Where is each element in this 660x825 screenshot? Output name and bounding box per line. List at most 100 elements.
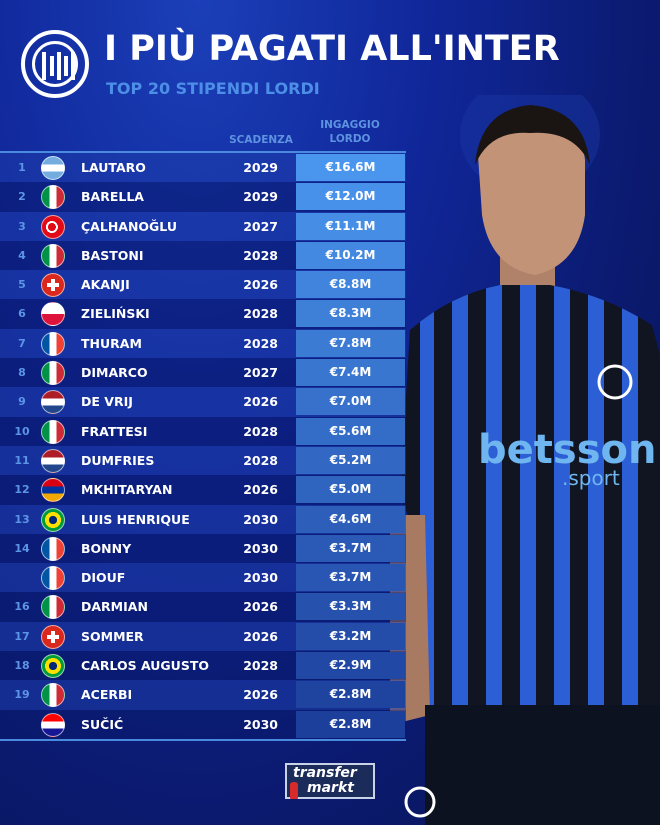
table-row: 3 ÇALHANOĞLU 2027 €11.1M [0, 211, 406, 241]
flag-italy-icon [41, 419, 65, 444]
flag-argentina-icon [41, 156, 65, 180]
player-name: THURAM [81, 335, 142, 351]
contract-expiry: 2026 [243, 394, 278, 410]
flag-italy-icon [41, 595, 65, 620]
flag-brazil-icon [41, 507, 65, 532]
table-row: 19 ACERBI 2026 €2.8M [0, 680, 406, 710]
flag-switzerland-icon [41, 624, 65, 649]
table-row: 6 ZIELIŃSKI 2028 €8.3M [0, 299, 406, 329]
sponsor-subtext: .sport [562, 466, 620, 490]
sponsor-text: betsson [478, 427, 656, 473]
rank: 7 [18, 336, 26, 350]
rank: 18 [14, 659, 30, 673]
player-name: LUIS HENRIQUE [81, 511, 190, 527]
page-title: I PIÙ PAGATI ALL'INTER [104, 29, 560, 69]
flag-croatia-icon [41, 712, 65, 737]
contract-expiry: 2026 [243, 277, 278, 293]
rank: 16 [14, 600, 30, 614]
contract-expiry: 2030 [243, 511, 278, 527]
gross-salary: €5.6M [296, 417, 405, 445]
rank: 12 [14, 483, 30, 497]
table-row: 17 SOMMER 2026 €3.2M [0, 621, 406, 652]
gross-salary: €7.0M [296, 388, 405, 416]
transfermarkt-logo: transfer markt [285, 763, 375, 799]
gross-salary: €16.6M [296, 154, 405, 181]
flag-italy-icon [41, 361, 65, 386]
contract-expiry: 2026 [243, 599, 278, 615]
gross-salary: €5.0M [296, 476, 405, 504]
player-name: DUMFRIES [81, 452, 155, 468]
contract-expiry: 2027 [243, 365, 278, 381]
flag-turkey-icon [41, 214, 65, 239]
table-row: 9 DE VRIJ 2026 €7.0M [0, 387, 406, 417]
rank: 11 [14, 453, 30, 467]
contract-expiry: 2028 [243, 306, 278, 322]
player-name: BASTONI [81, 247, 144, 263]
inter-logo [21, 30, 89, 98]
table-row: 16 DARMIAN 2026 €3.3M [0, 592, 406, 622]
gross-salary: €2.8M [296, 681, 405, 709]
contract-expiry: 2030 [243, 540, 278, 556]
flag-poland-icon [41, 302, 65, 327]
column-header-expiry: SCADENZA [229, 134, 293, 146]
table-row: 2 BARELLA 2029 €12.0M [0, 182, 406, 212]
flag-switzerland-icon [41, 273, 65, 298]
gross-salary: €3.3M [296, 593, 405, 621]
table-row: 5 AKANJI 2026 €8.8M [0, 270, 406, 300]
salary-header-line1: INGAGGIO [320, 119, 380, 131]
player-name: DIMARCO [81, 365, 148, 381]
flag-france-icon [41, 331, 65, 356]
player-name: FRATTESI [81, 423, 148, 439]
player-name: BARELLA [81, 189, 144, 205]
player-name: ÇALHANOĞLU [81, 218, 177, 234]
player-name: ZIELIŃSKI [81, 306, 150, 322]
flag-italy-icon [41, 683, 65, 708]
player-name: DARMIAN [81, 599, 148, 615]
table-row: SUČIĆ 2030 €2.8M [0, 709, 406, 739]
table-row: 4 BASTONI 2028 €10.2M [0, 240, 406, 271]
page-subtitle: TOP 20 STIPENDI LORDI [106, 79, 320, 98]
gross-salary: €8.3M [296, 300, 405, 328]
table-row: DIOUF 2030 €3.7M [0, 563, 406, 593]
player-name: MKHITARYAN [81, 482, 173, 498]
table-row: 11 DUMFRIES 2028 €5.2M [0, 445, 406, 476]
player-name: SOMMER [81, 628, 144, 644]
table-row: 18 CARLOS AUGUSTO 2028 €2.9M [0, 651, 406, 681]
rank: 3 [18, 219, 26, 233]
rank: 17 [14, 629, 30, 643]
flag-brazil-icon [41, 654, 65, 679]
table-row: 1 LAUTARO 2029 €16.6M [0, 153, 406, 183]
contract-expiry: 2030 [243, 570, 278, 586]
contract-expiry: 2026 [243, 687, 278, 703]
contract-expiry: 2028 [243, 452, 278, 468]
contract-expiry: 2029 [243, 189, 278, 205]
table-row: 12 MKHITARYAN 2026 €5.0M [0, 475, 406, 505]
flag-italy-icon [41, 185, 65, 210]
logo-line2: markt [307, 780, 354, 796]
table-row: 7 THURAM 2028 €7.8M [0, 328, 406, 359]
gross-salary: €7.4M [296, 359, 405, 387]
column-header-salary: INGAGGIO LORDO [305, 118, 395, 146]
contract-expiry: 2026 [243, 628, 278, 644]
flag-france-icon [41, 566, 65, 591]
player-photo: betsson .sport [390, 95, 660, 825]
flag-armenia-icon [41, 478, 65, 503]
rank: 4 [18, 248, 26, 262]
gross-salary: €3.7M [296, 534, 405, 562]
gross-salary: €2.8M [296, 710, 405, 738]
rank: 2 [18, 190, 26, 204]
gross-salary: €11.1M [296, 212, 405, 240]
contract-expiry: 2029 [243, 160, 278, 175]
salary-table: 1 LAUTARO 2029 €16.6M 2 BARELLA 2029 €12.0M 3 ÇAL… [0, 151, 406, 741]
rank: 13 [14, 512, 30, 526]
table-row: 13 LUIS HENRIQUE 2030 €4.6M [0, 504, 406, 534]
rank: 8 [18, 366, 26, 380]
table-row: 8 DIMARCO 2027 €7.4M [0, 358, 406, 388]
gross-salary: €8.8M [296, 271, 405, 299]
gross-salary: €3.2M [296, 622, 405, 650]
rank: 14 [14, 541, 30, 555]
contract-expiry: 2030 [243, 716, 278, 732]
flag-netherlands-icon [41, 390, 65, 415]
flag-italy-icon [41, 243, 65, 268]
player-name: DE VRIJ [81, 394, 133, 410]
